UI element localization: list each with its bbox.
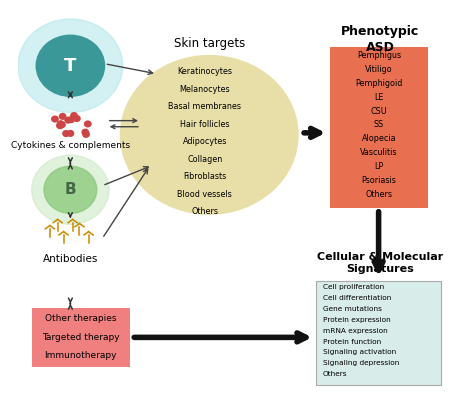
Circle shape xyxy=(63,131,69,136)
Text: Adipocytes: Adipocytes xyxy=(182,137,227,146)
Text: Antibodies: Antibodies xyxy=(43,254,98,264)
Circle shape xyxy=(57,121,64,126)
Text: B: B xyxy=(64,182,76,197)
Text: Psoriasis: Psoriasis xyxy=(361,176,396,185)
Circle shape xyxy=(44,166,97,213)
Circle shape xyxy=(65,118,71,123)
Text: Keratinocytes: Keratinocytes xyxy=(177,67,232,76)
Text: Protein expression: Protein expression xyxy=(323,317,391,323)
Text: Immunotherapy: Immunotherapy xyxy=(45,351,117,360)
Text: Skin targets: Skin targets xyxy=(173,37,245,50)
Text: Gene mutations: Gene mutations xyxy=(323,306,382,312)
Circle shape xyxy=(84,121,91,127)
Text: Pemphigus: Pemphigus xyxy=(357,51,401,60)
Text: Vitiligo: Vitiligo xyxy=(365,65,392,74)
Text: Cell differentiation: Cell differentiation xyxy=(323,295,392,301)
Text: LP: LP xyxy=(374,162,383,171)
Text: LE: LE xyxy=(374,93,383,102)
Text: T: T xyxy=(64,57,77,75)
Circle shape xyxy=(18,19,123,113)
Text: Targeted therapy: Targeted therapy xyxy=(42,333,119,341)
Text: Protein function: Protein function xyxy=(323,339,381,345)
Circle shape xyxy=(71,113,77,118)
Text: CSU: CSU xyxy=(371,106,387,115)
Text: Others: Others xyxy=(365,190,392,199)
FancyBboxPatch shape xyxy=(316,281,441,385)
Text: Phenotypic
ASD: Phenotypic ASD xyxy=(341,25,419,54)
Circle shape xyxy=(36,35,105,96)
Circle shape xyxy=(52,116,58,122)
Circle shape xyxy=(57,123,63,129)
Text: Other therapies: Other therapies xyxy=(45,314,116,323)
Circle shape xyxy=(83,131,89,137)
Text: Alopecia: Alopecia xyxy=(362,134,396,143)
Text: Collagen: Collagen xyxy=(187,155,222,164)
Circle shape xyxy=(67,131,73,136)
Circle shape xyxy=(82,129,89,135)
Text: Signaling depression: Signaling depression xyxy=(323,360,400,366)
Text: Cellular & Molecular
Signatures: Cellular & Molecular Signatures xyxy=(317,252,443,274)
Text: Vasculitis: Vasculitis xyxy=(360,148,398,157)
Text: Others: Others xyxy=(191,207,218,216)
Text: Cell proliferation: Cell proliferation xyxy=(323,284,384,290)
FancyBboxPatch shape xyxy=(32,308,129,367)
Circle shape xyxy=(59,113,66,119)
Text: mRNA expression: mRNA expression xyxy=(323,328,388,334)
Text: SS: SS xyxy=(374,120,384,129)
FancyBboxPatch shape xyxy=(330,47,428,208)
Text: Cytokines & complements: Cytokines & complements xyxy=(11,140,130,150)
Circle shape xyxy=(32,155,109,224)
Circle shape xyxy=(68,117,74,122)
Text: Others: Others xyxy=(323,371,347,377)
Text: Pemphigoid: Pemphigoid xyxy=(355,79,402,88)
Circle shape xyxy=(74,116,80,122)
Text: Melanocytes: Melanocytes xyxy=(179,85,230,94)
Text: Fibroblasts: Fibroblasts xyxy=(183,172,226,181)
Text: Hair follicles: Hair follicles xyxy=(180,120,229,129)
Circle shape xyxy=(120,55,298,214)
Circle shape xyxy=(59,122,65,128)
Text: Blood vessels: Blood vessels xyxy=(177,190,232,199)
Text: Signaling activation: Signaling activation xyxy=(323,349,396,355)
Text: Basal membranes: Basal membranes xyxy=(168,102,241,111)
